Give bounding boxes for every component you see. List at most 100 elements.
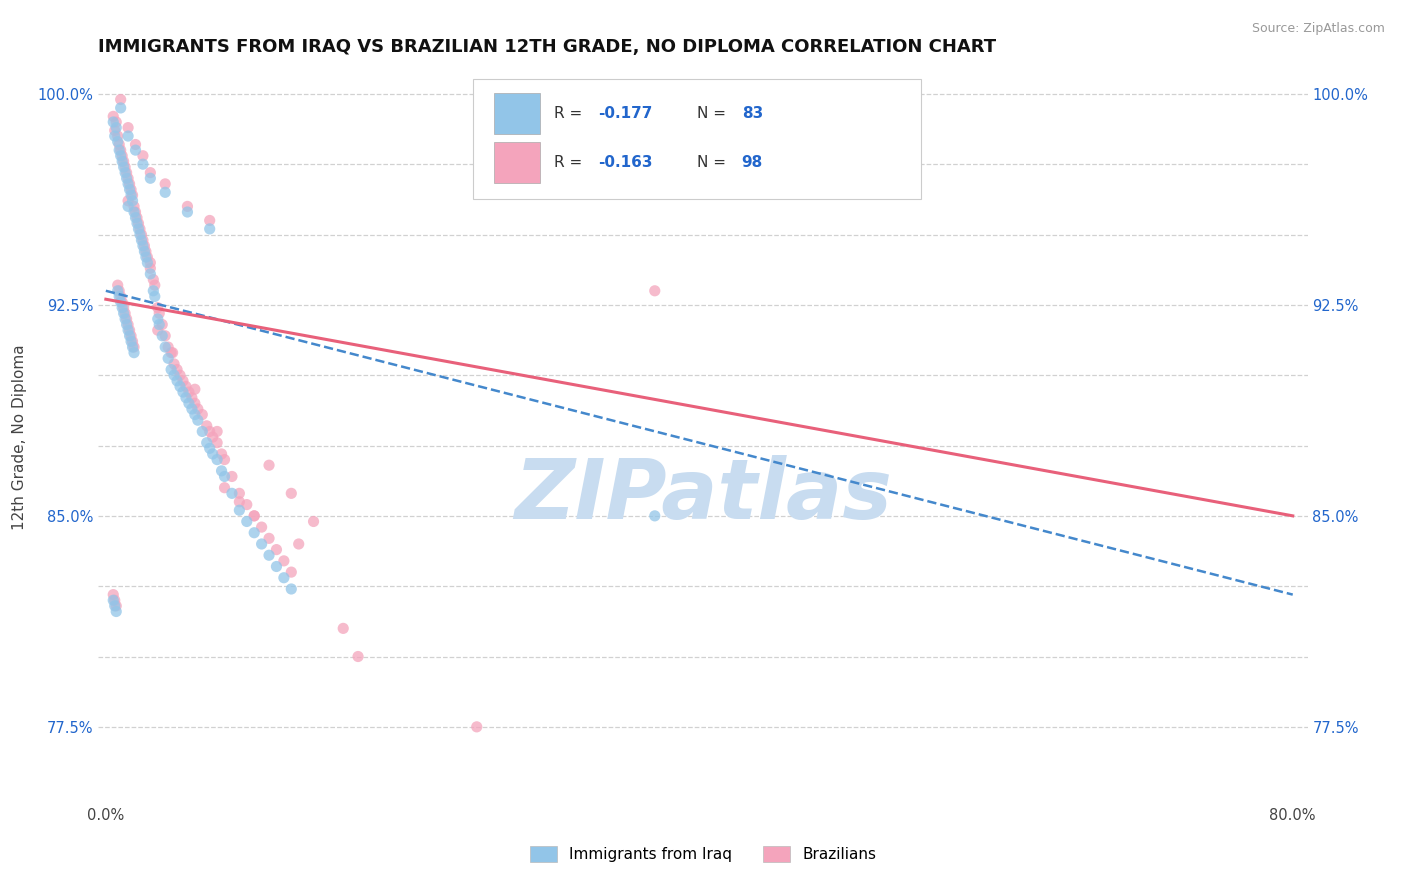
Point bbox=[184, 382, 207, 396]
FancyBboxPatch shape bbox=[494, 94, 540, 134]
Point bbox=[121, 340, 143, 354]
Point bbox=[117, 199, 139, 213]
Text: -0.163: -0.163 bbox=[598, 155, 652, 170]
Point bbox=[644, 284, 666, 298]
Point bbox=[176, 199, 198, 213]
Point bbox=[110, 289, 132, 303]
Point bbox=[105, 120, 128, 135]
Point bbox=[221, 486, 243, 500]
Point bbox=[104, 599, 127, 613]
Point bbox=[132, 157, 155, 171]
Point bbox=[187, 401, 209, 416]
Point bbox=[122, 199, 145, 213]
Point bbox=[332, 621, 354, 635]
Point bbox=[228, 495, 250, 509]
Point bbox=[236, 515, 259, 529]
Point bbox=[347, 649, 370, 664]
Point bbox=[107, 278, 129, 293]
Point bbox=[257, 458, 280, 473]
Point bbox=[112, 154, 135, 169]
Point bbox=[465, 720, 488, 734]
Point bbox=[198, 425, 221, 439]
Point bbox=[157, 351, 180, 366]
Point bbox=[243, 508, 266, 523]
Point bbox=[117, 129, 139, 144]
Point bbox=[153, 340, 176, 354]
Point bbox=[110, 149, 132, 163]
Point bbox=[148, 318, 170, 332]
Point bbox=[114, 306, 136, 320]
Point bbox=[195, 435, 218, 450]
Point bbox=[135, 250, 157, 264]
Text: 83: 83 bbox=[742, 106, 763, 121]
Point bbox=[115, 171, 138, 186]
Point bbox=[134, 244, 156, 259]
Point bbox=[287, 537, 309, 551]
Point bbox=[135, 244, 157, 259]
Point bbox=[146, 312, 169, 326]
Point bbox=[111, 295, 134, 310]
Point bbox=[280, 565, 302, 579]
Point bbox=[205, 425, 228, 439]
Point bbox=[108, 284, 131, 298]
Point bbox=[211, 447, 233, 461]
Text: R =: R = bbox=[554, 155, 588, 170]
Point bbox=[214, 481, 236, 495]
Text: N =: N = bbox=[697, 155, 731, 170]
Point bbox=[120, 182, 142, 196]
Text: ZIPatlas: ZIPatlas bbox=[515, 455, 891, 536]
Y-axis label: 12th Grade, No Diploma: 12th Grade, No Diploma bbox=[11, 344, 27, 530]
Point bbox=[139, 255, 162, 269]
Point bbox=[176, 205, 198, 219]
Point bbox=[163, 368, 186, 383]
Point bbox=[132, 233, 155, 247]
Point bbox=[257, 532, 280, 546]
Point bbox=[205, 452, 228, 467]
Point bbox=[302, 515, 325, 529]
Point bbox=[104, 129, 127, 144]
Point bbox=[117, 318, 139, 332]
Text: IMMIGRANTS FROM IRAQ VS BRAZILIAN 12TH GRADE, NO DIPLOMA CORRELATION CHART: IMMIGRANTS FROM IRAQ VS BRAZILIAN 12TH G… bbox=[98, 38, 997, 56]
Point bbox=[160, 345, 183, 359]
Point bbox=[236, 498, 259, 512]
Point bbox=[136, 250, 159, 264]
Point bbox=[205, 435, 228, 450]
Point bbox=[110, 295, 132, 310]
Point bbox=[111, 149, 134, 163]
Point bbox=[125, 216, 148, 230]
Point bbox=[146, 323, 169, 337]
Point bbox=[198, 442, 221, 456]
Point bbox=[129, 227, 152, 242]
Point bbox=[125, 211, 148, 225]
Point bbox=[110, 101, 132, 115]
Point bbox=[198, 213, 221, 227]
Point bbox=[115, 166, 138, 180]
Point bbox=[148, 306, 170, 320]
Point bbox=[201, 447, 224, 461]
Point bbox=[112, 306, 135, 320]
Point bbox=[134, 239, 156, 253]
Point bbox=[129, 222, 152, 236]
Point bbox=[117, 323, 139, 337]
Point bbox=[191, 425, 214, 439]
Point bbox=[150, 318, 173, 332]
Point bbox=[266, 542, 288, 557]
Point bbox=[114, 160, 136, 174]
Point bbox=[250, 520, 273, 534]
Point bbox=[150, 328, 173, 343]
Point bbox=[214, 469, 236, 483]
Point bbox=[121, 334, 143, 349]
Point bbox=[115, 318, 138, 332]
Point bbox=[120, 328, 142, 343]
Point bbox=[143, 289, 166, 303]
Point bbox=[111, 154, 134, 169]
Point bbox=[177, 396, 200, 410]
Text: R =: R = bbox=[554, 106, 588, 121]
Text: Source: ZipAtlas.com: Source: ZipAtlas.com bbox=[1251, 22, 1385, 36]
Point bbox=[122, 345, 145, 359]
Point bbox=[266, 559, 288, 574]
Point bbox=[114, 312, 136, 326]
Text: 98: 98 bbox=[742, 155, 763, 170]
Point bbox=[110, 143, 132, 157]
Point bbox=[107, 129, 129, 144]
